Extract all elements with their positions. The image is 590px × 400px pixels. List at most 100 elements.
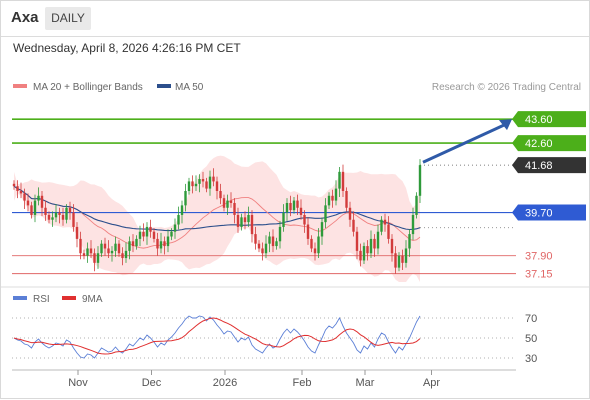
candle-body [124, 250, 128, 259]
candle-body [264, 243, 268, 254]
resistance-tag [512, 135, 586, 152]
candle-body [54, 212, 58, 218]
support-label: 37.90 [525, 251, 553, 263]
candle-body [208, 176, 212, 189]
candle-body [65, 207, 68, 220]
candle-body [23, 193, 26, 201]
candle-body [128, 241, 131, 251]
candle-body [359, 250, 362, 261]
ticker-symbol: Axa [11, 9, 39, 26]
candle-body [306, 224, 310, 239]
candle-body [243, 217, 247, 223]
candle-body [352, 219, 355, 232]
candle-body [278, 226, 282, 242]
candle-body [33, 200, 37, 215]
candle-body [75, 226, 79, 239]
candle-body [72, 212, 75, 227]
bollinger-band [14, 155, 420, 282]
candles [12, 159, 422, 274]
candle-body [44, 207, 47, 215]
candle-body [229, 200, 233, 203]
x-tick-label: 2026 [213, 377, 237, 389]
candle-body [30, 205, 33, 215]
last-price-tag-label: 41.68 [525, 160, 553, 172]
candle-body [275, 241, 278, 247]
x-tick-label: Nov [68, 377, 88, 389]
rsi-tick-label: 30 [525, 353, 537, 365]
candle-body [198, 179, 201, 184]
candle-body [390, 238, 394, 254]
last-price-tag [512, 157, 586, 174]
rsi-tick-label: 70 [525, 313, 537, 325]
candle-body [152, 231, 156, 239]
candle-body [100, 243, 103, 254]
candle-body [380, 219, 383, 232]
candle-body [233, 202, 236, 215]
candle-body [282, 212, 285, 227]
rsi-line [13, 315, 421, 359]
candle-body [89, 248, 93, 254]
candle-body [324, 205, 327, 223]
candle-body [205, 181, 208, 189]
candle-body [107, 248, 110, 254]
candle-body [194, 183, 198, 187]
candle-body [149, 226, 152, 232]
candle-body [219, 191, 222, 199]
candle-body [86, 248, 89, 256]
candle-body [299, 207, 303, 215]
candle-body [345, 191, 348, 208]
chart-header: Axa DAILY [0, 0, 590, 37]
candle-body [138, 231, 142, 239]
pivot-tag-label: 39.70 [525, 208, 553, 220]
candle-body [37, 195, 40, 201]
candle-body [341, 171, 345, 191]
candle-body [40, 195, 44, 208]
candle-body [373, 238, 376, 249]
candle-body [163, 241, 166, 247]
candle-body [61, 214, 65, 220]
rsi-ma-legend-label: 9MA [82, 294, 103, 305]
ma50-legend-label: MA 50 [175, 82, 204, 93]
x-tick-label: Mar [356, 377, 375, 389]
candle-body [303, 214, 306, 225]
candle-body [215, 181, 219, 191]
candle-body [261, 248, 264, 254]
candle-body [121, 253, 124, 259]
candle-body [58, 212, 61, 215]
candle-body [418, 165, 422, 196]
candle-body [96, 253, 100, 263]
candle-body [240, 217, 243, 227]
support-label: 37.15 [525, 269, 553, 281]
candle-body [170, 231, 173, 237]
candle-body [292, 200, 296, 211]
target-arrow-head [499, 119, 512, 131]
candle-body [408, 234, 411, 249]
resistance-tag-label: 43.60 [525, 114, 553, 126]
candle-body [131, 241, 135, 247]
candle-body [320, 222, 324, 237]
candle-body [313, 248, 317, 254]
ma20-legend-swatch [13, 84, 27, 88]
candle-body [257, 243, 261, 249]
candle-body [226, 200, 229, 208]
candle-body [184, 191, 187, 206]
candle-body [117, 243, 121, 254]
candle-body [383, 219, 387, 225]
candle-body [355, 231, 359, 251]
rsi-tick-label: 50 [525, 333, 537, 345]
candle-body [397, 255, 401, 268]
candle-body [366, 246, 369, 254]
pivot-tag [512, 204, 586, 221]
candle-body [187, 181, 191, 191]
candle-body [401, 255, 404, 263]
x-tick-label: Feb [293, 377, 312, 389]
candle-body [271, 236, 275, 247]
candle-body [387, 224, 390, 239]
candle-body [26, 200, 30, 206]
candle-body [173, 224, 177, 232]
timeframe-button[interactable]: DAILY [45, 7, 91, 30]
candle-body [236, 214, 240, 227]
candle-body [369, 238, 373, 254]
candle-body [19, 191, 23, 194]
